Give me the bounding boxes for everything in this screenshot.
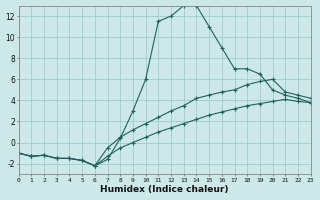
X-axis label: Humidex (Indice chaleur): Humidex (Indice chaleur) [100, 185, 229, 194]
